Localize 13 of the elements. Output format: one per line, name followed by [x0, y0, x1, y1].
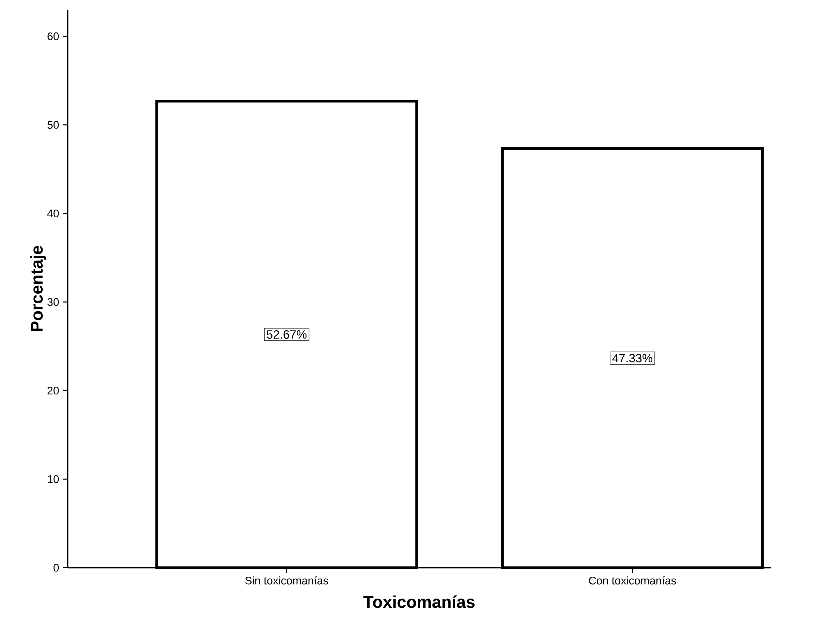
y-tick-label: 30 [48, 298, 60, 306]
y-tick-label: 40 [47, 210, 60, 218]
x-axis-title: Toxicomanías [364, 596, 475, 608]
data-label: 47.33% [612, 354, 653, 363]
y-tick-label: 10 [48, 476, 60, 484]
x-tick-label: Sin toxicomanías [246, 576, 328, 585]
x-tick-label: Con toxicomanías [589, 576, 676, 585]
data-label: 52.67% [267, 330, 307, 339]
y-tick-label: 20 [48, 386, 60, 395]
y-tick-label: 0 [54, 564, 60, 572]
y-axis-title: Porcentaje [30, 246, 46, 332]
y-tick-label: 50 [48, 121, 60, 130]
y-tick-label: 60 [48, 32, 60, 40]
